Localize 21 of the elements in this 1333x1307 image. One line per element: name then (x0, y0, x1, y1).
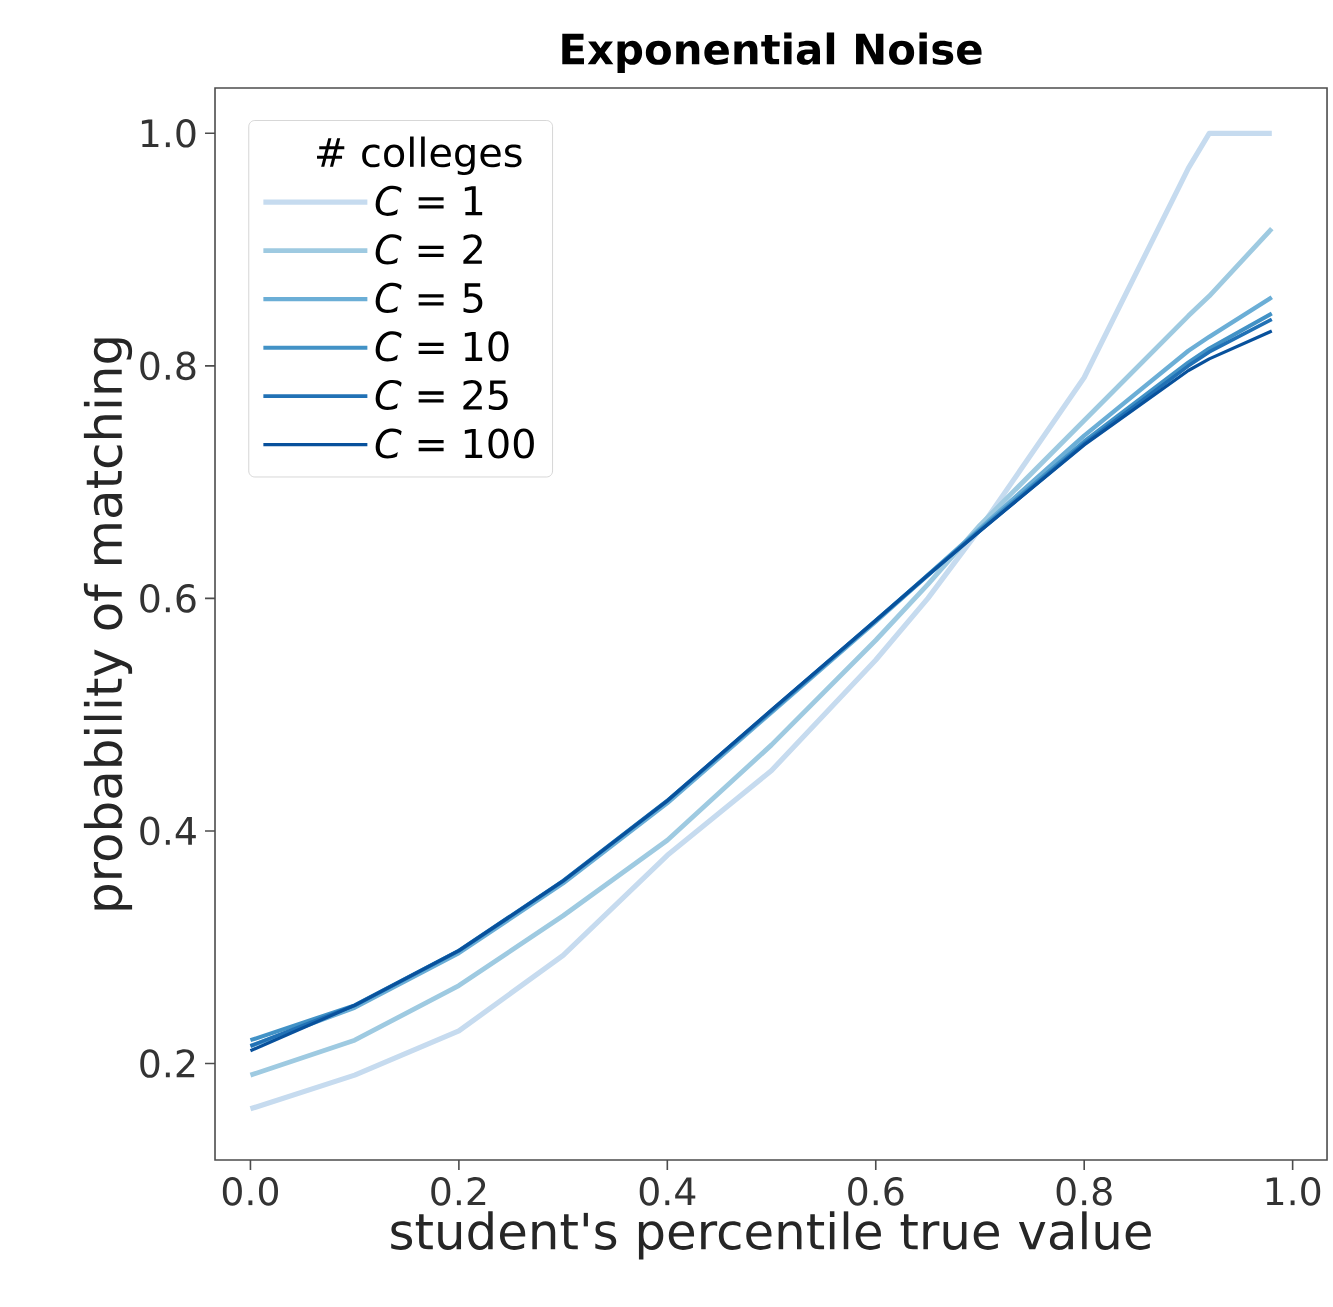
chart-title: Exponential Noise (562, 32, 982, 73)
legend-label: C = 10 (375, 331, 509, 362)
legend-label: C = 1 (375, 185, 483, 216)
x-tick-label: 0.8 (1056, 1177, 1112, 1206)
y-tick-label: 0.6 (140, 584, 196, 613)
y-tick-label: 0.8 (140, 351, 196, 381)
legend-label: C = 25 (375, 379, 508, 411)
y-tick-label: 0.4 (140, 816, 196, 846)
y-axis-title: probability of matching (83, 338, 133, 910)
legend-title: # colleges (317, 136, 522, 176)
legend-label: C = 100 (375, 428, 534, 459)
y-tick-label: 1.0 (141, 119, 196, 148)
x-tick-label: 0.0 (222, 1177, 279, 1206)
x-tick-label: 0.4 (639, 1177, 696, 1206)
x-tick-label: 0.6 (848, 1177, 904, 1206)
y-tick-label: 0.2 (140, 1049, 195, 1078)
x-axis-title: student's percentile true value (391, 1211, 1151, 1260)
x-tick-label: 0.2 (431, 1177, 486, 1206)
x-tick-label: 1.0 (1266, 1177, 1321, 1206)
legend-label: C = 2 (375, 234, 482, 265)
legend-label: C = 5 (375, 282, 483, 313)
